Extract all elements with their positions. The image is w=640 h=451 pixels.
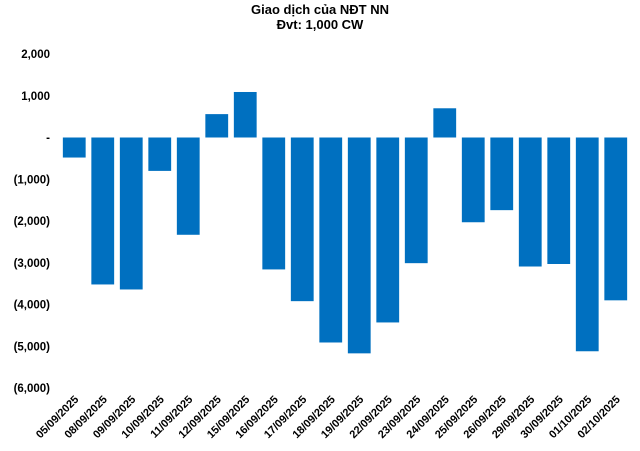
bar-16-09-2025 [262,137,286,270]
y-tick-label: (5,000) [14,341,51,353]
bar-25-09-2025 [461,137,485,223]
bar-12-09-2025 [205,114,229,138]
bar-05-09-2025 [62,137,86,158]
y-tick-label: (4,000) [14,300,51,312]
y-tick-label: (1,000) [14,174,51,186]
y-tick-label: (3,000) [14,258,51,270]
bar-26-09-2025 [490,137,514,211]
y-tick-label: 2,000 [21,49,50,61]
chart-title: Giao dịch của NĐT NN [251,2,389,17]
bar-22-09-2025 [376,137,400,323]
y-tick-label: (6,000) [14,383,51,395]
bar-01-10-2025 [575,137,599,352]
bar-17-09-2025 [290,137,314,302]
bar-29-09-2025 [518,137,542,267]
y-tick-label: (2,000) [14,216,51,228]
bar-24-09-2025 [433,108,457,138]
bar-08-09-2025 [91,137,115,285]
bar-11-09-2025 [176,137,200,235]
chart-subtitle: Đvt: 1,000 CW [276,17,364,32]
bar-15-09-2025 [233,91,257,138]
bar-10-09-2025 [148,137,172,171]
bar-19-09-2025 [347,137,371,354]
bar-18-09-2025 [319,137,343,343]
bar-23-09-2025 [404,137,428,264]
y-tick-label: - [46,133,50,145]
bar-30-09-2025 [547,137,571,264]
y-tick-label: 1,000 [21,91,50,103]
bar-09-09-2025 [119,137,143,290]
bar-02-10-2025 [604,137,628,301]
